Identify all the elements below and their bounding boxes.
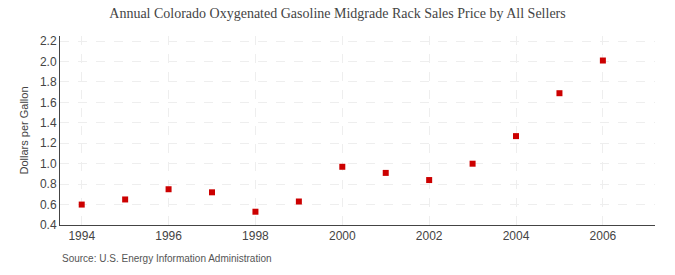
svg-text:Annual Colorado Oxygenated Gas: Annual Colorado Oxygenated Gasoline Midg… [109,6,565,21]
svg-text:1996: 1996 [155,229,182,243]
svg-text:2000: 2000 [329,229,356,243]
svg-text:2.0: 2.0 [40,55,57,69]
svg-text:0.4: 0.4 [40,218,57,232]
svg-text:2006: 2006 [590,229,617,243]
svg-text:1.6: 1.6 [40,96,57,110]
svg-text:0.6: 0.6 [40,198,57,212]
svg-text:1.2: 1.2 [40,136,57,150]
svg-text:1994: 1994 [68,229,95,243]
svg-text:0.8: 0.8 [40,177,57,191]
svg-text:1.0: 1.0 [40,157,57,171]
svg-text:1.8: 1.8 [40,75,57,89]
svg-text:Dollars per Gallon: Dollars per Gallon [18,86,30,174]
svg-text:2002: 2002 [416,229,443,243]
svg-text:2.2: 2.2 [40,34,57,48]
svg-text:1998: 1998 [242,229,269,243]
svg-text:Source: U.S. Energy Informatio: Source: U.S. Energy Information Administ… [62,253,272,264]
svg-text:2004: 2004 [503,229,530,243]
svg-text:1.4: 1.4 [40,116,57,130]
